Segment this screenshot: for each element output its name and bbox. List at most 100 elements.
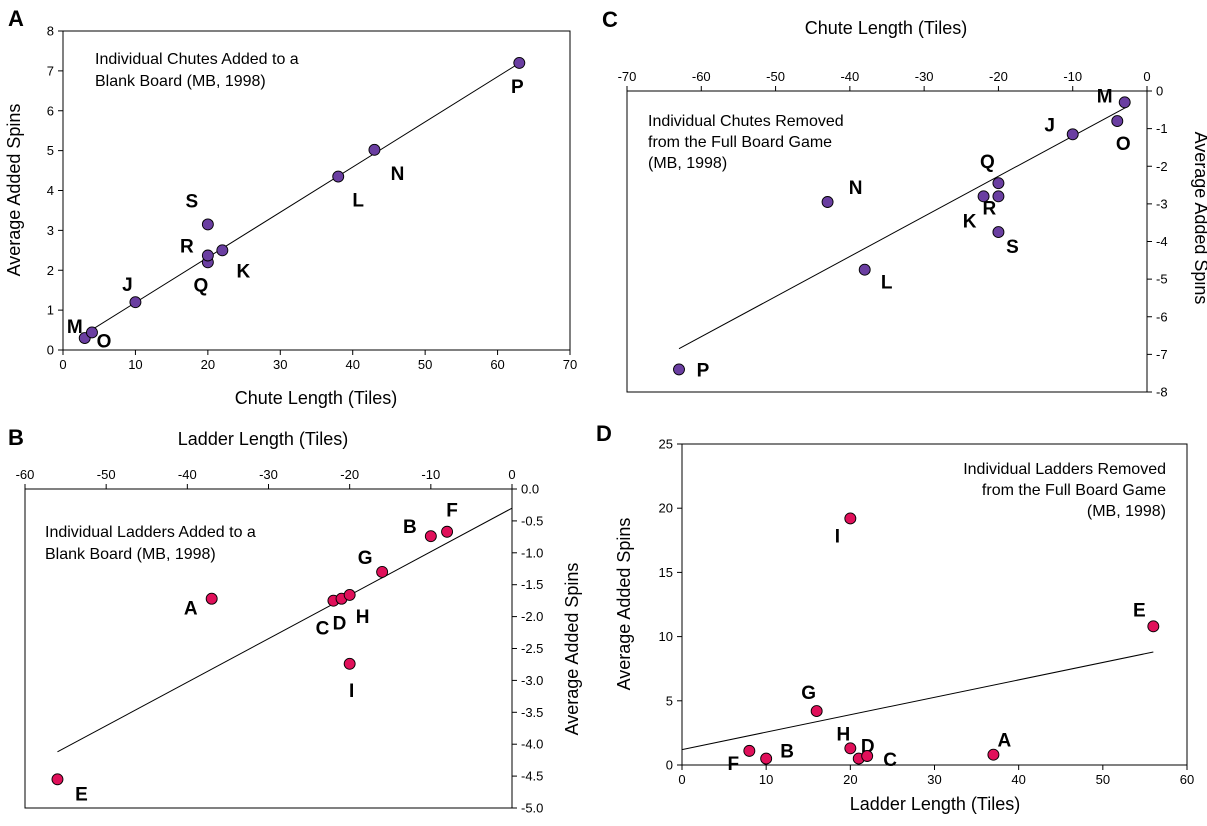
- panel-b-ytick-label: -1.0: [521, 545, 543, 560]
- panel-a-point-k: [216, 244, 229, 257]
- panel-a-ytick-label: 8: [47, 24, 54, 39]
- panel-d-point-label-a: A: [998, 731, 1012, 752]
- panel-b-xtick-label: -50: [97, 467, 116, 482]
- panel-a-xtick-label: 0: [59, 357, 66, 372]
- panel-d-annotation-line: from the Full Board Game: [982, 482, 1166, 499]
- panel-b-point-e: [51, 773, 64, 786]
- panel-d-ylabel: Average Added Spins: [614, 518, 634, 691]
- panel-b-ytick-label: -5.0: [521, 801, 543, 816]
- panel-b-point-label-a: A: [184, 599, 198, 620]
- panel-a-point-label-s: S: [186, 191, 199, 212]
- panel-c-point-label-s: S: [1006, 237, 1019, 258]
- panel-c: C -70 -60 -50 -40 -30 -20 -10 00 -1 -2 -3 -4 -5 -6 -7 -8…: [602, 7, 1207, 400]
- panel-c-xlabel: Chute Length (Tiles): [805, 18, 967, 38]
- panel-a-point-r: [201, 249, 214, 262]
- panel-c-ytick-label: -8: [1156, 385, 1168, 400]
- panel-b-point-a: [205, 592, 218, 605]
- panel-a-ytick-label: 1: [47, 303, 54, 318]
- panel-c-trendline: [678, 105, 1129, 350]
- panel-d-letter: D: [596, 421, 612, 446]
- panel-a-annotation-line: Blank Board (MB, 1998): [95, 73, 266, 90]
- panel-a-xlabel: Chute Length (Tiles): [235, 388, 397, 408]
- panel-d-point-f: [743, 744, 756, 757]
- panel-d-ytick-label: 15: [659, 565, 673, 580]
- panel-c-xtick-label: -60: [692, 69, 711, 84]
- panel-c-point-label-n: N: [849, 178, 863, 199]
- panel-b-ytick-label: -1.5: [521, 577, 543, 592]
- panel-d-trendline: [681, 651, 1154, 751]
- panel-b-ytick-label: -2.0: [521, 609, 543, 624]
- panel-c-point-label-k: K: [963, 211, 977, 232]
- panel-a-point-s: [201, 218, 214, 231]
- panel-d-xtick-label: 20: [843, 772, 857, 787]
- panel-b-ytick-label: -3.5: [521, 705, 543, 720]
- panel-d-point-h: [844, 742, 857, 755]
- panel-d-point-i: [844, 512, 857, 525]
- panel-a-point-label-l: L: [352, 191, 364, 212]
- panel-b-point-g: [376, 565, 389, 578]
- panel-a-ytick-label: 7: [47, 63, 54, 78]
- panel-c-ytick-label: -4: [1156, 234, 1168, 249]
- panel-d-point-label-h: H: [836, 724, 850, 745]
- panel-b-xtick-label: 0: [508, 467, 515, 482]
- panel-a-ylabel: Average Added Spins: [4, 104, 24, 277]
- panel-c-point-s: [992, 226, 1005, 239]
- panel-c-xtick-label: 0: [1143, 69, 1150, 84]
- panel-d-point-label-g: G: [801, 683, 816, 704]
- panel-b-point-label-f: F: [446, 501, 458, 522]
- panel-a-point-l: [332, 170, 345, 183]
- panel-a-ytick-label: 6: [47, 103, 54, 118]
- panel-a-point-label-j: J: [122, 275, 133, 296]
- panel-b-point-label-i: I: [349, 681, 354, 702]
- panel-a-xtick-label: 50: [418, 357, 432, 372]
- panel-d-point-g: [810, 705, 823, 718]
- panel-c-point-l: [858, 263, 871, 276]
- panel-c-xtick-label: -10: [1063, 69, 1082, 84]
- panel-c-ytick-label: -7: [1156, 347, 1168, 362]
- panel-a-xtick-label: 30: [273, 357, 287, 372]
- panel-a-point-label-q: Q: [193, 275, 208, 296]
- panel-c-ytick-label: 0: [1156, 84, 1163, 99]
- panel-b-ytick-label: 0.0: [521, 482, 539, 497]
- panel-b-ytick-label: -2.5: [521, 641, 543, 656]
- panel-c-annotation-line: Individual Chutes Removed: [648, 113, 844, 130]
- panel-c-ytick-label: -3: [1156, 196, 1168, 211]
- panel-b-annotation-line: Blank Board (MB, 1998): [45, 546, 216, 563]
- panel-d-xtick-label: 30: [927, 772, 941, 787]
- panel-b-xtick-label: -40: [178, 467, 197, 482]
- panel-b-annotation-line: Individual Ladders Added to a: [45, 524, 256, 541]
- panel-a-point-label-n: N: [391, 164, 405, 185]
- panel-a-point-label-p: P: [511, 77, 524, 98]
- panel-c-annotation-line: from the Full Board Game: [648, 134, 832, 151]
- panel-a-xtick-label: 40: [345, 357, 359, 372]
- panel-b-ytick-label: -4.5: [521, 769, 543, 784]
- panel-d-annotation-line: (MB, 1998): [1087, 503, 1166, 520]
- panel-d-xtick-label: 40: [1011, 772, 1025, 787]
- panel-c-point-k: [977, 190, 990, 203]
- panel-a-xtick-label: 70: [563, 357, 577, 372]
- panel-d-xtick-label: 10: [759, 772, 773, 787]
- panel-d-point-c: [861, 750, 874, 762]
- panel-c-xtick-label: -40: [840, 69, 859, 84]
- panel-c-letter: C: [602, 7, 618, 32]
- panel-b-ylabel: Average Added Spins: [562, 563, 582, 736]
- panel-d: D 0 10 20 30 40 50 60 0 5 10 15 20 25 Ladder Length (T…: [596, 421, 1194, 814]
- panel-d-ytick-label: 25: [659, 437, 673, 452]
- panel-c-point-p: [673, 363, 685, 376]
- panel-b-ytick-label: -4.0: [521, 737, 543, 752]
- panel-a-point-n: [368, 143, 381, 156]
- panel-c-ytick-label: -6: [1156, 309, 1168, 324]
- panel-d-point-a: [987, 748, 1000, 761]
- panel-b-point-label-g: G: [358, 548, 373, 569]
- panel-d-point-label-b: B: [780, 742, 794, 763]
- panel-d-point-label-i: I: [835, 526, 840, 547]
- panel-a-point-o: [86, 326, 98, 339]
- panel-c-point-r: [992, 190, 1005, 203]
- panel-c-point-n: [821, 196, 834, 208]
- panel-d-xtick-label: 60: [1180, 772, 1194, 787]
- panel-c-xtick-label: -20: [989, 69, 1008, 84]
- panel-b-xlabel: Ladder Length (Tiles): [178, 429, 348, 449]
- panel-c-point-label-m: M: [1097, 86, 1113, 107]
- panel-d-xlabel: Ladder Length (Tiles): [850, 794, 1020, 814]
- panel-b-point-label-d: D: [333, 614, 347, 635]
